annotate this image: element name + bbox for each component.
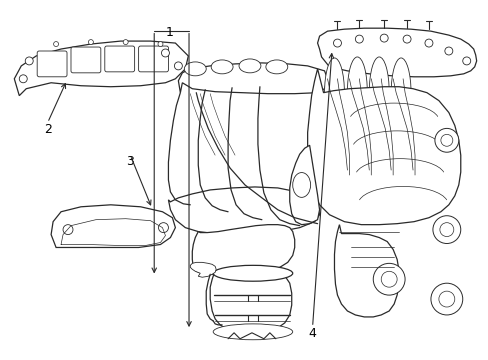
Ellipse shape [213, 324, 292, 340]
Ellipse shape [239, 59, 261, 73]
Ellipse shape [211, 60, 233, 74]
Text: 4: 4 [308, 327, 316, 340]
Circle shape [158, 41, 163, 46]
FancyBboxPatch shape [71, 47, 101, 73]
Circle shape [355, 35, 363, 43]
Circle shape [174, 62, 182, 70]
Polygon shape [210, 271, 291, 332]
Polygon shape [334, 225, 398, 317]
Circle shape [123, 40, 128, 45]
Text: 3: 3 [126, 155, 134, 168]
Circle shape [88, 40, 93, 45]
Circle shape [462, 57, 470, 65]
Circle shape [432, 216, 460, 243]
Text: 1: 1 [165, 26, 173, 39]
Text: 2: 2 [43, 123, 51, 136]
Circle shape [54, 41, 59, 46]
Circle shape [438, 291, 454, 307]
Polygon shape [14, 41, 188, 96]
Circle shape [444, 47, 452, 55]
Polygon shape [192, 225, 294, 274]
FancyBboxPatch shape [37, 51, 67, 77]
Circle shape [430, 283, 462, 315]
Polygon shape [317, 28, 476, 77]
Circle shape [372, 264, 404, 295]
Polygon shape [168, 187, 319, 235]
Ellipse shape [390, 58, 410, 127]
Ellipse shape [324, 58, 344, 127]
Ellipse shape [265, 60, 287, 74]
Polygon shape [51, 205, 175, 247]
Circle shape [333, 39, 341, 47]
Ellipse shape [292, 172, 310, 197]
Circle shape [402, 35, 410, 43]
Circle shape [161, 49, 169, 57]
Ellipse shape [184, 62, 206, 76]
Circle shape [439, 223, 453, 237]
Circle shape [424, 39, 432, 47]
Circle shape [381, 271, 396, 287]
Ellipse shape [346, 57, 366, 126]
Ellipse shape [213, 265, 292, 281]
FancyBboxPatch shape [104, 46, 134, 72]
FancyBboxPatch shape [138, 46, 168, 72]
Polygon shape [190, 262, 216, 277]
Circle shape [63, 225, 73, 235]
Circle shape [25, 57, 33, 65]
Polygon shape [307, 69, 460, 225]
Circle shape [158, 223, 168, 233]
Polygon shape [289, 145, 319, 225]
Ellipse shape [368, 57, 388, 126]
Polygon shape [178, 63, 327, 94]
Circle shape [380, 34, 387, 42]
Circle shape [19, 75, 27, 83]
Circle shape [440, 134, 452, 146]
Circle shape [434, 129, 458, 152]
